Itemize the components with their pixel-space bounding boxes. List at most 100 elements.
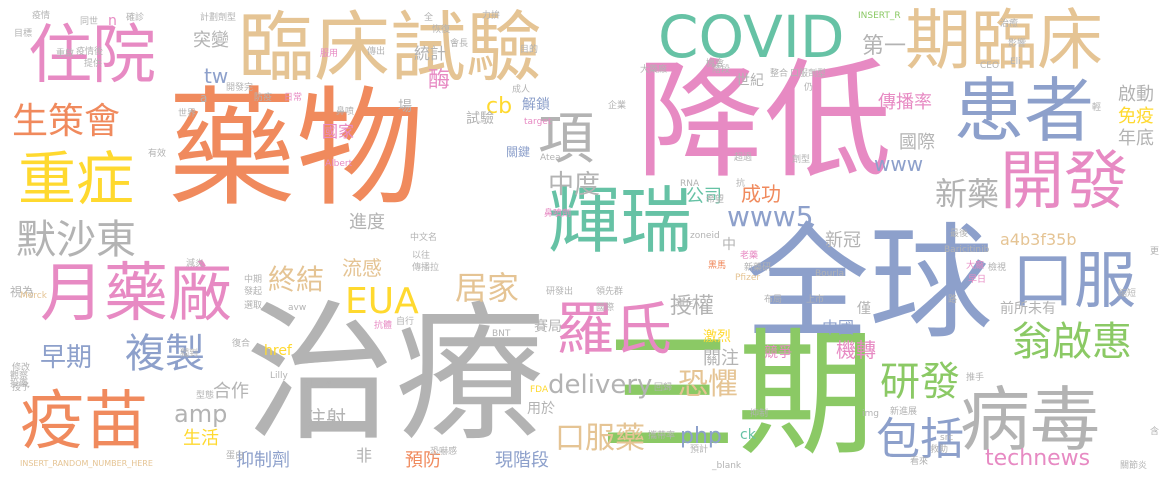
word-sanqi: 三期: [599, 314, 876, 475]
word-href: href: [264, 343, 292, 359]
word-kangti: 抗體: [374, 321, 393, 331]
word-yuji: 預計: [690, 445, 709, 455]
word-wengqihui: 翁啟惠: [1012, 319, 1132, 365]
word-jieduan: 階段: [712, 65, 731, 75]
word-pfizer: Pfizer: [735, 273, 761, 283]
word-yiqing: 疫情: [32, 11, 51, 21]
word-kang: 抗: [736, 179, 746, 189]
word-zuihou: 最後: [950, 229, 969, 239]
word-xuanqu: 選取: [244, 301, 263, 311]
word-guojia: 國家: [322, 122, 355, 141]
word-php: php: [680, 424, 722, 449]
word-gongsi: 公司: [686, 186, 722, 207]
word-zaori: 早日: [968, 275, 987, 285]
word-baokuo: 包括: [876, 414, 964, 465]
word-fuzhi: 複製: [125, 331, 205, 377]
word-yaowu: 藥物: [168, 75, 425, 224]
word-zhiyu: 治癒: [1000, 19, 1019, 29]
word-a: a: [200, 91, 208, 105]
word-jin: 僅: [857, 301, 871, 317]
word-yiwang: 以往: [412, 251, 431, 261]
word-yongyu: 用於: [527, 401, 555, 417]
word-tubian: 突變: [193, 30, 229, 51]
word-huizhang: 會長: [450, 39, 469, 49]
word-xinguan: 新冠: [825, 230, 861, 251]
word-zhongjie: 終結: [268, 263, 325, 296]
word-linchuangshiyan: 臨床試驗: [238, 3, 542, 92]
word-xinjinzhan: 新進展: [890, 407, 918, 417]
word-niandi: 年底: [1118, 128, 1154, 149]
word-lilly: Lilly: [270, 371, 288, 381]
word-technews: technews: [985, 446, 1091, 471]
word-zhuyuan: 住院: [28, 19, 156, 93]
word-n: n: [108, 13, 117, 29]
word-lipin: 力拚: [482, 11, 501, 21]
word-huanzhe: 患者: [954, 70, 1094, 152]
word-yanfa: 研發: [880, 359, 960, 405]
word-quanqiu: 全球: [745, 212, 994, 356]
word-eli: Eli: [1010, 57, 1021, 67]
word-huifu: 恢復: [432, 25, 451, 35]
word-mei: 酶: [428, 68, 451, 93]
word-guoji: 國際: [899, 132, 935, 153]
word-delivery: delivery: [548, 370, 653, 400]
word-qiye: 企業: [608, 101, 627, 111]
word-diyi: 第一: [862, 34, 907, 59]
word-siwanglv: 死亡率: [306, 379, 334, 389]
word-huigui: 回歸: [654, 383, 673, 393]
word-geng: 更: [1150, 247, 1160, 257]
word-kongju: 恐懼: [678, 367, 738, 402]
word-jihui: 機會: [706, 59, 725, 69]
word-quan: 全: [424, 13, 434, 23]
word-youxiao: 有效: [148, 149, 167, 159]
word-yufang: 預防: [405, 450, 441, 471]
word-jingzheng: 競爭: [764, 345, 792, 361]
word-jizhuan: 機轉: [836, 338, 876, 362]
word-chongqi: 重啟: [56, 49, 75, 59]
word-zhongdu: 中度: [548, 170, 601, 200]
word-han: 含: [1150, 427, 1160, 437]
word-richang: 日常: [284, 93, 303, 103]
word-dudao: 獨到: [180, 349, 199, 359]
word-yizhi: 抑制: [750, 409, 769, 419]
word-xiedailv: 攜帶率: [648, 431, 676, 441]
word-amp: amp: [174, 400, 228, 428]
word-jiuzhu: 救助: [930, 445, 949, 455]
word-bnt: BNT: [492, 329, 511, 339]
word-jindu: 進度: [349, 212, 385, 233]
word-zaoqi: 早期: [40, 343, 93, 373]
word-heima: 黑馬: [708, 261, 727, 271]
word-jianyan: 減炎: [186, 259, 205, 269]
word-dayaochang: 大藥廠: [640, 65, 668, 75]
word-tigong: 提供: [84, 59, 103, 69]
word-hezuo: 合作: [213, 381, 249, 402]
word-shangshi: 上市: [806, 295, 825, 305]
word-kaifa: 開發: [1000, 145, 1128, 219]
word-baricitinib: Baricitinib: [944, 245, 990, 255]
word-kongxiagan: 恐嚇感: [430, 447, 458, 457]
word-chuanbolv: 傳播率: [878, 92, 932, 113]
word-yanfachu: 研發出: [546, 287, 574, 297]
word-faqi: 發起: [244, 287, 263, 297]
word-qilinchuang: 期臨床: [905, 2, 1103, 79]
word-covid: COVID: [658, 3, 845, 71]
word-chuanbola: 傳播拉: [412, 263, 440, 273]
word-eua: EUA: [345, 281, 419, 322]
word-shouyu: 授予: [12, 383, 31, 393]
word-ck: ck: [740, 427, 756, 443]
word-xingtai: 型態: [196, 391, 215, 401]
word-rna: RNA: [680, 179, 700, 189]
word-zhong: 中: [722, 237, 736, 253]
word-huirui: 輝瑞: [548, 179, 693, 263]
word-zhongguo: 中國: [822, 318, 855, 337]
word-jihuajixing: 計劃劑型: [200, 13, 237, 23]
word-guancha: 觀察: [10, 371, 29, 381]
word-fei: 非: [356, 446, 373, 465]
word-src: src: [940, 433, 954, 443]
word-mubiao: 目標: [14, 29, 33, 39]
word-dachang: 大廠: [966, 261, 985, 271]
word-liugan: 流感: [342, 256, 382, 280]
word-yimiao: 疫苗: [20, 385, 148, 459]
word-tuishou: 推手: [966, 373, 985, 383]
